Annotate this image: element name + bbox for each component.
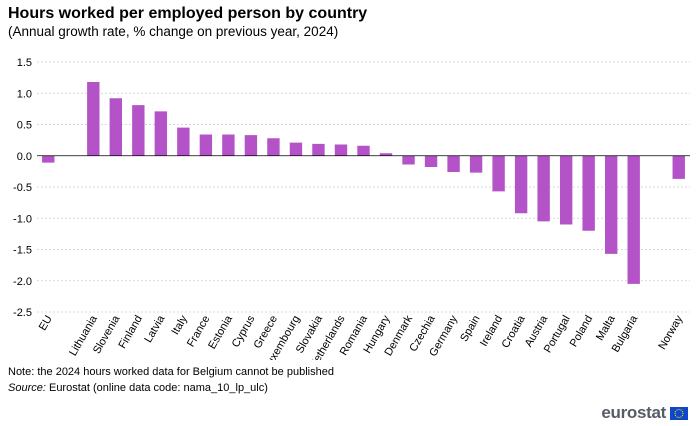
bar: [289, 142, 303, 156]
x-tick-label: Latvia: [142, 313, 168, 345]
bar: [469, 155, 483, 173]
x-tick-label: Poland: [568, 314, 596, 350]
y-tick-label: -1.5: [13, 245, 32, 257]
bar: [267, 138, 280, 156]
bar: [672, 155, 685, 179]
bar: [402, 155, 415, 165]
bar: [447, 155, 460, 172]
bar: [492, 155, 505, 192]
bar: [87, 82, 100, 156]
y-tick-label: 1.5: [17, 57, 32, 69]
bar: [424, 155, 438, 167]
chart-title: Hours worked per employed person by coun…: [8, 5, 368, 22]
bar: [334, 144, 348, 156]
eurostat-logo: eurostat: [601, 403, 688, 423]
bar-chart: 1.51.00.50.0-0.5-1.0-1.5-2.0-2.5EU Lithua…: [13, 57, 690, 360]
y-tick-label: -2.0: [13, 276, 32, 288]
y-tick-label: -2.5: [13, 307, 32, 319]
y-tick-label: 1.0: [17, 88, 32, 100]
bar: [627, 155, 640, 284]
bar: [244, 135, 258, 156]
bar: [312, 143, 325, 156]
source-label: Source:: [8, 382, 46, 394]
footnote: Note: the 2024 hours worked data for Bel…: [8, 366, 334, 378]
bar: [154, 111, 168, 156]
x-tick-label: EU: [37, 313, 55, 332]
source-text: Eurostat (online data code: nama_10_lp_u…: [45, 382, 268, 394]
bar: [582, 155, 595, 231]
bar: [177, 127, 190, 156]
bar: [199, 134, 213, 156]
bar: [222, 134, 235, 156]
bar: [559, 155, 573, 225]
bar: [42, 155, 55, 163]
x-tick-label: Norway: [656, 313, 685, 352]
logo-text: eurostat: [601, 403, 666, 422]
bar: [514, 155, 528, 214]
bar: [379, 153, 393, 156]
bar: [604, 155, 618, 254]
source-line: Source: Eurostat (online data code: nama…: [8, 382, 268, 394]
bar: [109, 98, 123, 156]
bar: [537, 155, 550, 222]
bar: [132, 105, 145, 156]
bar: [357, 145, 370, 156]
y-tick-label: 0.0: [17, 151, 32, 163]
y-tick-label: 0.5: [17, 120, 32, 132]
eu-flag-icon: [670, 406, 688, 420]
chart-subtitle: (Annual growth rate, % change on previou…: [8, 24, 339, 39]
y-tick-label: -0.5: [13, 182, 32, 194]
y-tick-label: -1.0: [13, 213, 32, 225]
x-tick-label: Italy: [169, 313, 190, 337]
